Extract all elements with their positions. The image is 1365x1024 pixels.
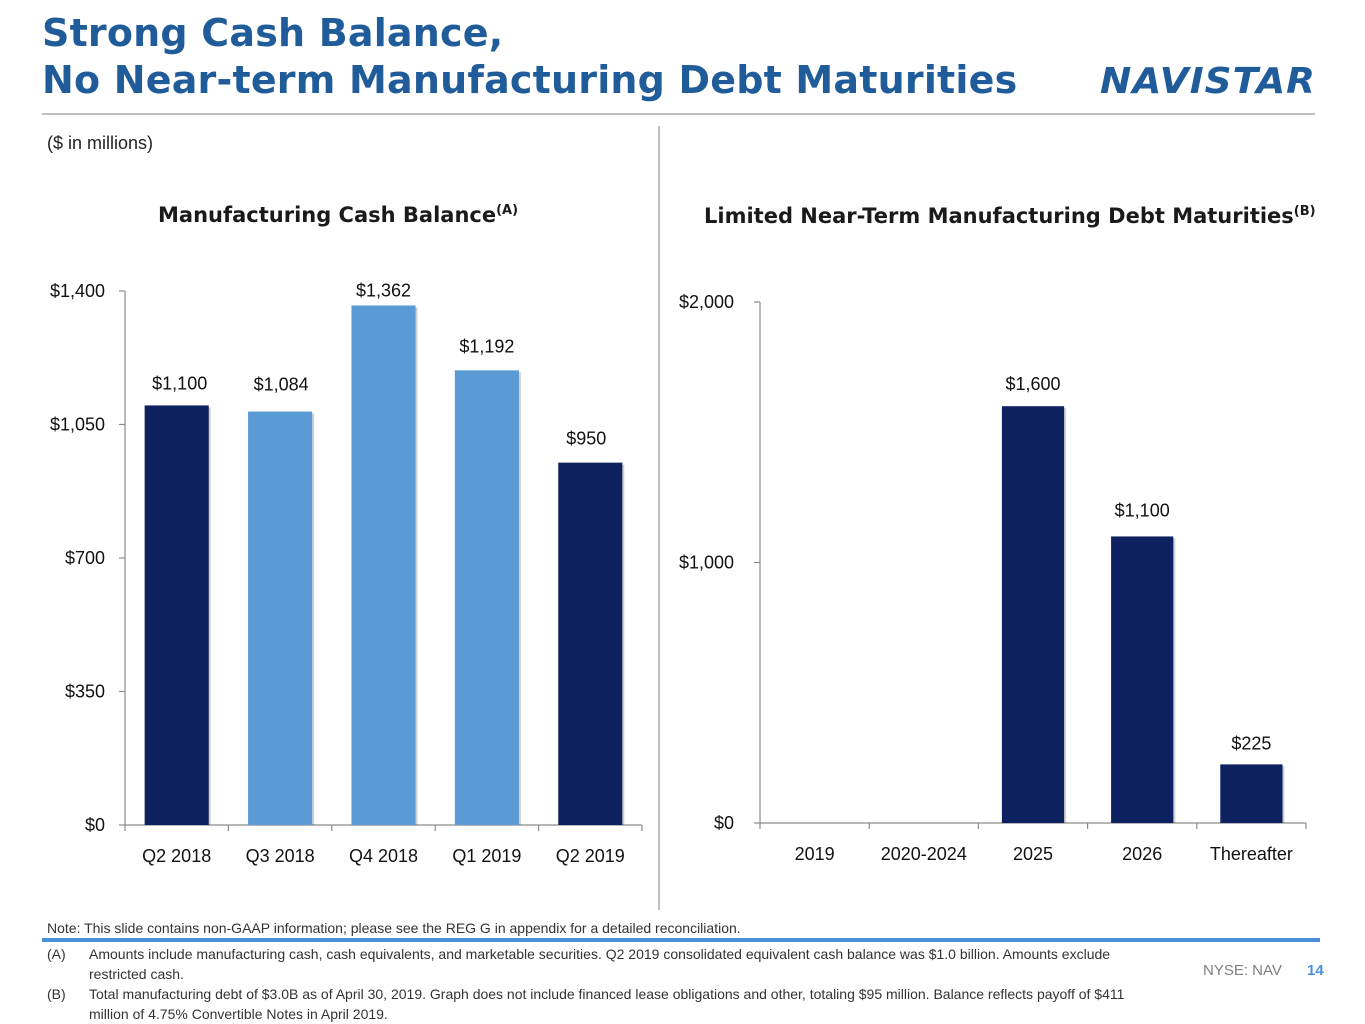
footnote-b-text: Total manufacturing debt of $3.0B as of … [89,986,1125,1022]
right-chart-title: Limited Near-Term Manufacturing Debt Mat… [704,204,1316,228]
debt-data-label: $225 [1231,733,1271,753]
header-divider [42,113,1315,115]
left-chart-title-text: Manufacturing Cash Balance [158,203,497,227]
cash-data-label: $1,100 [152,373,207,393]
debt-y-tick-label: $0 [714,813,734,833]
footnotes: Note: This slide contains non-GAAP infor… [47,918,1137,1024]
logo-wordmark: NAVISTAR [1100,61,1316,100]
debt-bar [1220,764,1283,823]
cash-y-tick-label: $0 [85,815,105,835]
cash-y-tick-label: $1,400 [50,281,105,301]
footnote-b: (B) Total manufacturing debt of $3.0B as… [47,984,1137,1024]
debt-x-tick-label: 2020-2024 [881,844,967,864]
cash-data-label: $950 [566,429,606,449]
cash-y-tick-label: $1,050 [50,415,105,435]
cash-x-tick-label: Q2 2019 [556,846,625,866]
cash-y-tick-label: $700 [65,548,105,568]
cash-data-label: $1,084 [254,375,309,395]
cash-data-label: $1,362 [356,280,411,300]
left-chart-title-footnote-ref: (A) [496,203,519,218]
debt-data-label: $1,100 [1115,500,1170,520]
cash-bar [454,370,519,825]
page-title: Strong Cash Balance, No Near-term Manufa… [42,10,1017,104]
debt-bar [1001,406,1065,823]
cash-data-label: $1,192 [459,336,514,356]
panel-divider [658,126,660,910]
footnote-b-key: (B) [47,986,66,1002]
debt-x-tick-label: 2026 [1122,844,1162,864]
right-chart-title-text: Limited Near-Term Manufacturing Debt Mat… [704,204,1294,228]
cash-x-tick-label: Q2 2018 [142,846,211,866]
footer-accent-rule [42,938,1320,942]
cash-bar [248,411,313,825]
cash-bar [144,405,209,825]
debt-bar [1111,536,1174,823]
footnote-a: (A) Amounts include manufacturing cash, … [47,944,1137,984]
cash-bar [351,305,416,826]
ticker-symbol: NYSE: NAV [1203,962,1282,979]
footnote-a-text: Amounts include manufacturing cash, cash… [89,946,1111,982]
cash-bar [558,462,623,825]
cash-x-tick-label: Q3 2018 [246,846,315,866]
page-title-line-2: No Near-term Manufacturing Debt Maturiti… [42,58,1018,102]
right-chart-title-footnote-ref: (B) [1293,204,1316,219]
debt-y-tick-label: $1,000 [679,553,734,573]
page-number: 14 [1307,962,1324,979]
debt-x-tick-label: Thereafter [1210,844,1293,864]
cash-x-tick-label: Q1 2019 [452,846,521,866]
cash-y-tick-label: $350 [65,682,105,702]
navistar-logo: NAVISTAR [1100,61,1316,100]
debt-data-label: $1,600 [1005,374,1060,394]
page-title-line-1: Strong Cash Balance, [42,11,504,55]
note-text: Note: This slide contains non-GAAP infor… [47,920,741,936]
units-note: ($ in millions) [47,133,154,153]
cash-x-tick-label: Q4 2018 [349,846,418,866]
footnote-a-key: (A) [47,946,66,962]
left-chart-title: Manufacturing Cash Balance(A) [158,203,518,227]
debt-x-tick-label: 2019 [795,844,835,864]
debt-y-tick-label: $2,000 [679,292,734,312]
debt-x-tick-label: 2025 [1013,844,1053,864]
